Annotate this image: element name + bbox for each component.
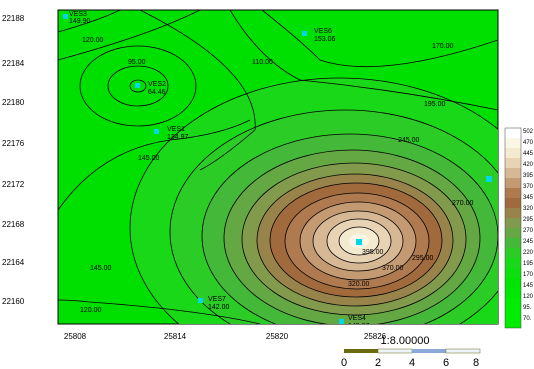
y-tick-label: 22184 [2, 59, 25, 68]
contour-line [312, 210, 404, 272]
legend-label: 320 [523, 206, 534, 212]
contour-line [79, 45, 197, 127]
ves-id: VES4 [348, 315, 366, 322]
ves-value: 145.97 [348, 323, 370, 330]
legend-label: 395 [523, 173, 534, 179]
scale-tick: 2 [374, 357, 382, 369]
ves-id: VES2 [148, 81, 166, 88]
legend-label: 170 [523, 272, 534, 278]
x-tick-label: 25814 [163, 332, 187, 341]
contour-label: 145.00 [90, 265, 112, 272]
contour-line [58, 10, 121, 33]
contour-line [129, 79, 147, 93]
scale-label: 1:8.00000 [380, 335, 430, 347]
legend-label: 145 [523, 283, 534, 289]
contour-label: 395.00 [362, 249, 384, 256]
contour-line [201, 133, 498, 324]
scale-tick: 6 [442, 357, 450, 369]
contour-line [269, 182, 443, 298]
contour-line [256, 173, 454, 307]
contour-line [284, 192, 430, 290]
contour-line [326, 218, 392, 264]
scale-bar [344, 348, 481, 354]
contour-label: 320.00 [348, 281, 370, 288]
contour-label: 120.00 [80, 307, 102, 314]
legend-label: 420 [523, 162, 534, 168]
legend-label: 445 [523, 151, 534, 157]
x-tick-label: 25808 [63, 332, 87, 341]
y-tick-label: 22180 [2, 98, 25, 107]
contour-line [107, 65, 169, 107]
ves-marker [198, 298, 203, 303]
contour-line [338, 226, 380, 256]
ves-marker [486, 176, 492, 182]
contour-line [58, 299, 261, 324]
contour-line [58, 10, 201, 61]
contour-line [299, 201, 417, 281]
contour-label: 110.00 [252, 59, 273, 66]
x-tick-label: 25820 [265, 332, 289, 341]
ves-marker [63, 14, 68, 19]
contour-label: 145.00 [138, 155, 160, 162]
contour-line [169, 109, 498, 324]
legend-label: 120 [523, 294, 534, 300]
ves-value: 153.06 [314, 36, 336, 43]
legend-label: 370 [523, 184, 534, 190]
legend-label: 270 [523, 228, 534, 234]
contour-line [261, 10, 498, 68]
scale-tick: 8 [472, 357, 480, 369]
ves-value: 134.97 [167, 134, 189, 141]
contour-label: 270.00 [452, 200, 474, 207]
ves-id: VES6 [314, 28, 332, 35]
legend-label: 470 [523, 140, 534, 146]
contour-line [241, 162, 467, 316]
y-tick-label: 22176 [2, 139, 25, 148]
legend-label: 345 [523, 195, 534, 201]
x-tick-label: 25826 [363, 332, 387, 341]
y-tick-label: 22160 [2, 297, 25, 306]
ves-id: VES1 [167, 126, 185, 133]
contour-label: 95.00 [128, 59, 146, 66]
legend-label: 295 [523, 217, 534, 223]
legend-colorbar [504, 127, 522, 329]
contour-line [58, 119, 251, 211]
ves-value: 142.00 [208, 304, 230, 311]
legend-label: 502 [523, 129, 534, 135]
contour-label: 195.00 [424, 101, 446, 108]
contour-label: 295.00 [412, 255, 434, 262]
contour-label: 370.00 [382, 265, 404, 272]
y-tick-label: 22188 [2, 14, 25, 23]
contour-line [139, 10, 256, 171]
contour-line [223, 149, 481, 324]
y-tick-label: 22172 [2, 180, 25, 189]
y-tick-label: 22164 [2, 258, 25, 267]
contour-label: 120.00 [82, 37, 104, 44]
ves-marker [302, 31, 307, 36]
ves-value: 149.90 [69, 18, 91, 25]
ves-marker [356, 239, 362, 245]
ves-id: VES7 [208, 296, 226, 303]
legend-label: 195 [523, 261, 534, 267]
contour-label: 170.00 [432, 43, 454, 50]
contour-line [229, 10, 498, 111]
legend-label: 70. [523, 316, 532, 322]
legend-label: 245 [523, 239, 534, 245]
legend-label: 220 [523, 250, 534, 256]
scale-tick: 0 [340, 357, 348, 369]
ves-value: 64.46 [148, 89, 166, 96]
y-tick-label: 22168 [2, 220, 25, 229]
ves-marker [135, 83, 140, 88]
ves-id: VES3 [69, 11, 87, 18]
contour-line [129, 77, 498, 324]
legend-label: 95. [523, 305, 532, 311]
ves-marker [154, 129, 159, 134]
contour-label: 245.00 [398, 137, 420, 144]
scale-tick: 4 [408, 357, 416, 369]
ves-marker [339, 319, 344, 324]
